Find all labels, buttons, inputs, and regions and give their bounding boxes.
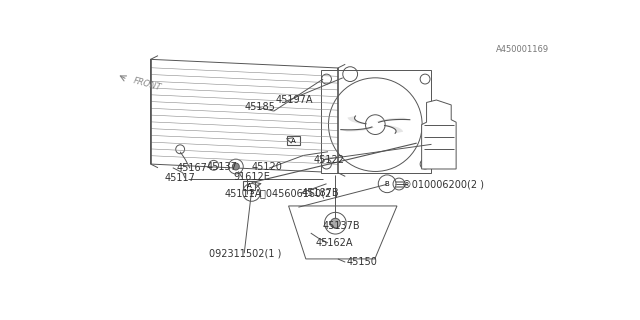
Text: A450001169: A450001169 — [496, 45, 549, 54]
Text: A: A — [291, 138, 296, 144]
Text: 45120: 45120 — [252, 162, 282, 172]
Polygon shape — [289, 206, 397, 259]
Text: 45167: 45167 — [176, 164, 207, 173]
Bar — [243, 181, 255, 190]
Text: 45187B: 45187B — [302, 188, 339, 198]
Polygon shape — [385, 125, 403, 133]
Text: 45137B: 45137B — [322, 221, 360, 231]
Circle shape — [330, 218, 340, 228]
Polygon shape — [376, 118, 410, 122]
Text: 45185: 45185 — [244, 102, 275, 112]
Text: 45111A: 45111A — [225, 188, 262, 199]
Text: 45122: 45122 — [313, 155, 344, 164]
Bar — [287, 136, 300, 145]
Polygon shape — [422, 100, 456, 169]
Circle shape — [232, 163, 239, 170]
Text: 45162A: 45162A — [315, 238, 353, 248]
Text: 91612E: 91612E — [234, 172, 270, 182]
Text: A: A — [247, 183, 252, 189]
Text: B: B — [385, 181, 390, 187]
Text: 45197A: 45197A — [275, 95, 313, 106]
Text: FRONT: FRONT — [132, 76, 162, 92]
Text: S: S — [250, 189, 254, 196]
Text: 092311502(1 ): 092311502(1 ) — [209, 249, 281, 259]
Text: ®010006200(2 ): ®010006200(2 ) — [402, 179, 484, 189]
Polygon shape — [341, 127, 374, 132]
Text: 45150: 45150 — [347, 257, 378, 267]
Text: 45117: 45117 — [164, 173, 195, 183]
Text: 45137: 45137 — [206, 162, 237, 172]
Polygon shape — [348, 116, 366, 124]
Polygon shape — [321, 70, 431, 173]
Text: Ⓜ045606160(2 ): Ⓜ045606160(2 ) — [260, 188, 338, 198]
